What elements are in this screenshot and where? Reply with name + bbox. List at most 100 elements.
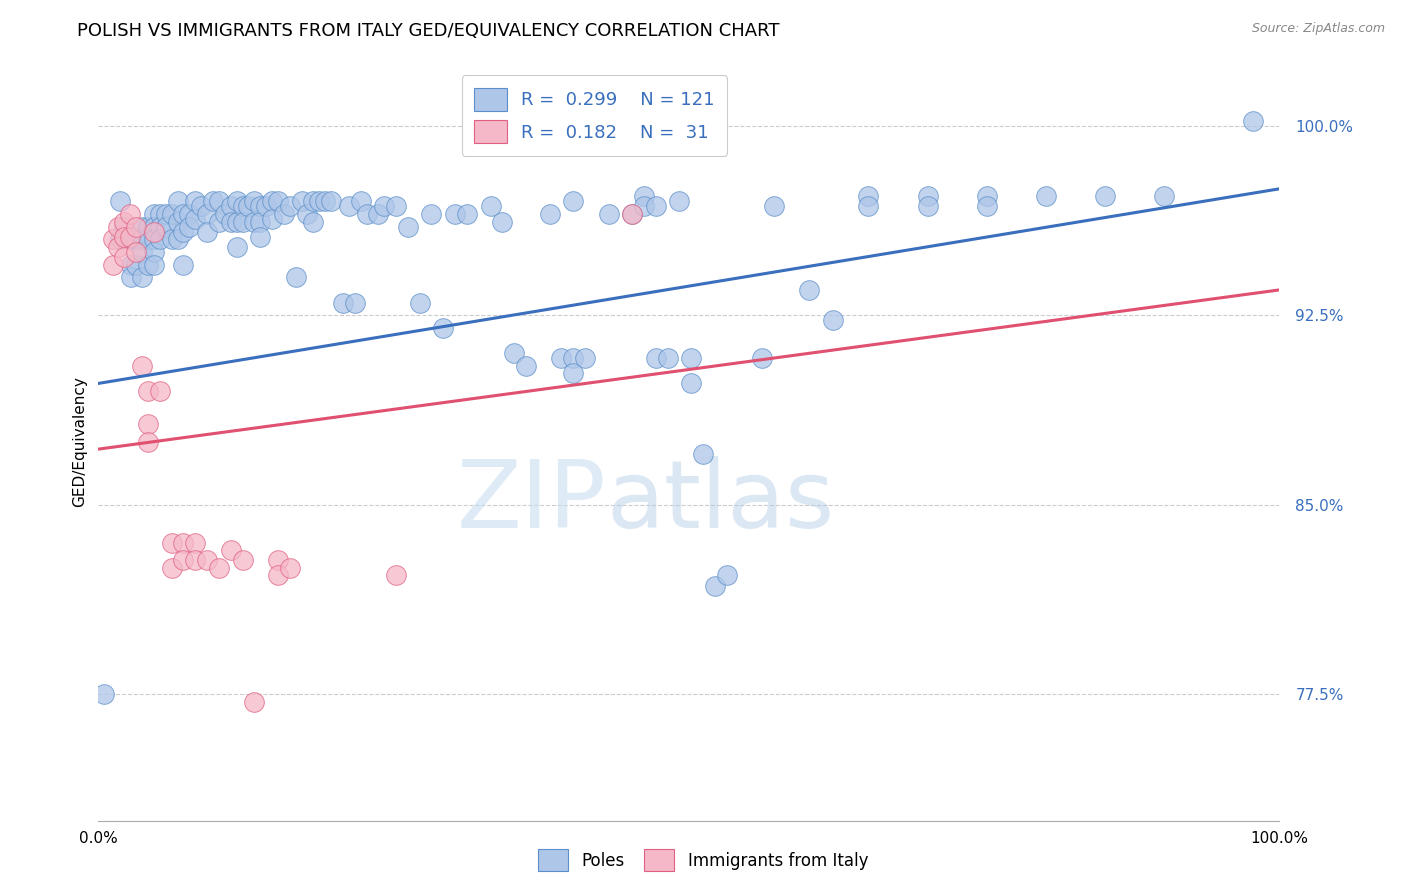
Point [121, 232, 143, 246]
Point [121, 270, 143, 285]
Point [290, 194, 312, 209]
Point [179, 207, 201, 221]
Point [160, 232, 183, 246]
Point [155, 207, 177, 221]
Point [396, 219, 419, 234]
Point [432, 320, 454, 334]
Point [821, 313, 844, 327]
Point [142, 244, 165, 259]
Point [260, 194, 283, 209]
Point [112, 219, 135, 234]
Point [219, 215, 242, 229]
Point [373, 199, 395, 213]
Point [172, 535, 194, 549]
Point [284, 270, 307, 285]
Point [142, 207, 165, 221]
Point [155, 219, 177, 234]
Point [172, 225, 194, 239]
Point [1094, 189, 1116, 203]
Text: ZIP: ZIP [457, 456, 606, 549]
Point [562, 194, 585, 209]
Point [125, 244, 148, 259]
Point [160, 207, 183, 221]
Point [131, 219, 153, 234]
Point [799, 283, 821, 297]
Point [367, 207, 389, 221]
Point [538, 207, 561, 221]
Point [633, 199, 655, 213]
Point [456, 207, 478, 221]
Legend: Poles, Immigrants from Italy: Poles, Immigrants from Italy [530, 841, 876, 880]
Point [172, 207, 194, 221]
Point [190, 199, 212, 213]
Point [356, 207, 378, 221]
Point [1153, 189, 1175, 203]
Text: Source: ZipAtlas.com: Source: ZipAtlas.com [1251, 22, 1385, 36]
Point [172, 553, 194, 567]
Point [408, 295, 430, 310]
Point [208, 215, 231, 229]
Point [112, 215, 135, 229]
Point [243, 194, 266, 209]
Point [166, 194, 188, 209]
Point [692, 447, 714, 461]
Point [1035, 189, 1057, 203]
Point [343, 295, 366, 310]
Legend: R =  0.299    N = 121, R =  0.182    N =  31: R = 0.299 N = 121, R = 0.182 N = 31 [461, 75, 727, 156]
Point [179, 219, 201, 234]
Point [332, 295, 354, 310]
Point [319, 194, 342, 209]
Point [917, 199, 939, 213]
Point [166, 232, 188, 246]
Point [121, 258, 143, 272]
Point [302, 215, 325, 229]
Point [562, 366, 585, 380]
Point [681, 351, 703, 365]
Point [491, 215, 513, 229]
Point [131, 244, 153, 259]
Point [337, 199, 360, 213]
Point [142, 225, 165, 239]
Point [160, 561, 183, 575]
Point [149, 219, 172, 234]
Point [219, 543, 242, 558]
Point [149, 207, 172, 221]
Point [125, 258, 148, 272]
Point [108, 194, 131, 209]
Point [225, 194, 247, 209]
Point [195, 553, 218, 567]
Point [136, 434, 159, 449]
Point [136, 384, 159, 398]
Point [225, 215, 247, 229]
Point [267, 553, 290, 567]
Point [314, 194, 336, 209]
Point [444, 207, 467, 221]
Point [644, 351, 666, 365]
Point [762, 199, 785, 213]
Point [633, 189, 655, 203]
Point [249, 229, 271, 244]
Point [254, 199, 277, 213]
Point [302, 194, 325, 209]
Point [858, 189, 880, 203]
Point [142, 219, 165, 234]
Point [249, 199, 271, 213]
Point [681, 376, 703, 391]
Point [503, 346, 526, 360]
Point [107, 240, 129, 254]
Point [267, 194, 290, 209]
Point [243, 215, 266, 229]
Point [267, 568, 290, 582]
Point [160, 535, 183, 549]
Point [238, 199, 260, 213]
Point [131, 232, 153, 246]
Text: POLISH VS IMMIGRANTS FROM ITALY GED/EQUIVALENCY CORRELATION CHART: POLISH VS IMMIGRANTS FROM ITALY GED/EQUI… [77, 22, 780, 40]
Point [136, 417, 159, 431]
Point [308, 194, 330, 209]
Point [149, 384, 172, 398]
Point [716, 568, 738, 582]
Point [208, 561, 231, 575]
Point [278, 561, 301, 575]
Point [644, 199, 666, 213]
Point [101, 258, 124, 272]
